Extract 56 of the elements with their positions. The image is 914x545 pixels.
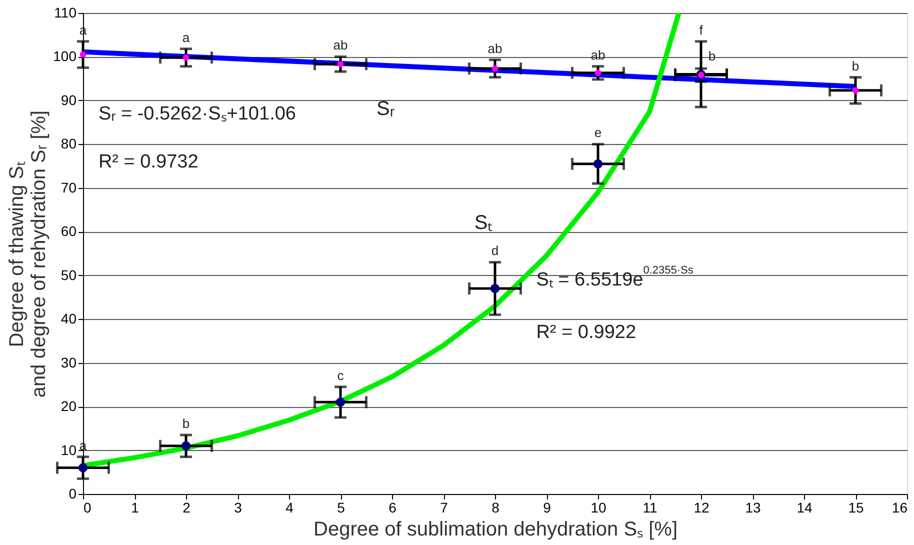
- point: [337, 61, 344, 68]
- y-tick-label: 90: [60, 92, 77, 108]
- point: [80, 51, 86, 58]
- y-tick-label: 80: [60, 136, 77, 152]
- x-tick-label: 13: [745, 500, 761, 516]
- x-tick-label: 10: [590, 500, 606, 516]
- point: [593, 159, 603, 168]
- annotation: d: [491, 243, 499, 258]
- point: [78, 463, 88, 472]
- annotation: a: [182, 30, 190, 45]
- annotation: Sᵣ = -0.5262·Sₛ+101.06: [98, 104, 296, 125]
- x-tick-label: 11: [642, 500, 658, 516]
- y-tick-label: 30: [60, 354, 77, 370]
- annotation: b: [852, 58, 860, 74]
- y-tick-label: 100: [53, 48, 77, 64]
- y-tick-label: 20: [60, 398, 77, 414]
- y-tick-label: 70: [60, 179, 77, 196]
- x-tick-label: 6: [388, 500, 397, 516]
- annotation: e: [594, 125, 602, 140]
- annotation: Sₜ: [474, 212, 493, 234]
- x-tick-label: 12: [694, 500, 710, 516]
- y-tick-label: 40: [60, 310, 77, 327]
- x-tick-label: 2: [182, 500, 191, 516]
- y-tick-label: 0: [68, 486, 77, 502]
- x-tick-label: 14: [796, 500, 812, 516]
- y-tick-label: 60: [60, 223, 77, 240]
- x-tick-label: 3: [234, 500, 242, 516]
- point: [492, 65, 498, 72]
- annotation: ab: [488, 40, 502, 56]
- y-tick-label: 110: [54, 4, 77, 20]
- x-tick-label: 4: [286, 500, 294, 516]
- x-tick-label: 0: [84, 500, 92, 516]
- annotation: R² = 0.9922: [536, 322, 636, 344]
- x-tick-label: 5: [337, 500, 346, 516]
- y-axis-title: Degree of thawing Sₜ and degree of rehydration Sᵣ [%]: [6, 110, 50, 398]
- point: [182, 54, 190, 61]
- x-tick-label: 16: [892, 500, 908, 516]
- point: [181, 441, 191, 450]
- annotation: ab: [333, 38, 348, 53]
- point: [490, 284, 500, 294]
- x-tick-label: 1: [131, 500, 140, 516]
- annotation: c: [337, 368, 344, 383]
- annotation: Sᵣ: [376, 98, 395, 120]
- y-tick-label: 10: [60, 442, 77, 458]
- x-tick-label: 7: [440, 500, 448, 516]
- x-tick-label: 15: [848, 500, 864, 516]
- annotation: f: [699, 22, 704, 38]
- annotation: b: [182, 416, 190, 431]
- x-tick-label: 8: [492, 500, 500, 516]
- annotation: R² = 0.9732: [98, 152, 198, 173]
- x-tick-label: 9: [543, 500, 552, 516]
- x-axis-title: Degree of sublimation dehydration Sₛ [%]: [314, 518, 678, 540]
- point: [336, 398, 346, 407]
- point: [852, 87, 859, 94]
- y-tick-label: 50: [60, 266, 77, 283]
- point: [594, 70, 602, 76]
